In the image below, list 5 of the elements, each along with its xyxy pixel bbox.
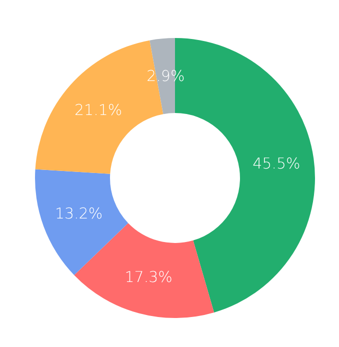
data-label: 21.1% [74,100,122,119]
donut-slice [74,223,214,318]
data-label: 45.5% [252,154,300,173]
data-label: 17.3% [124,268,172,286]
data-label: 13.2% [54,204,103,222]
